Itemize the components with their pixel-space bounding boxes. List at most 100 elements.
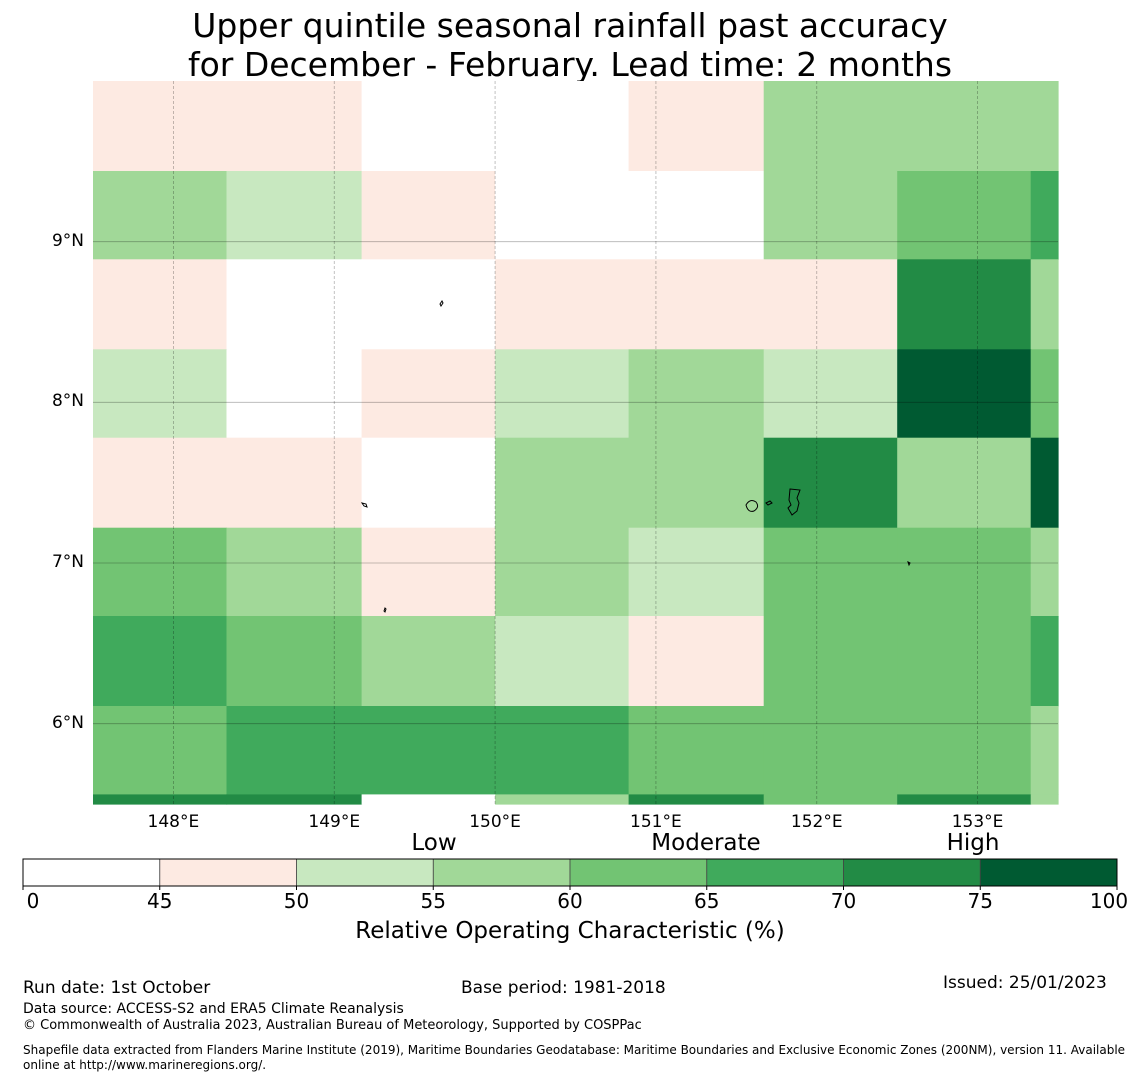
map-cell: [628, 259, 765, 350]
map-cell: [1030, 259, 1059, 350]
colorbar-tick-label: 50: [283, 889, 310, 913]
map-cell: [226, 616, 363, 707]
map-cell: [495, 81, 630, 172]
map-cell: [361, 706, 496, 795]
island-outline: [439, 300, 444, 307]
map-cell: [763, 437, 898, 529]
colorbar-tick-label: 70: [830, 889, 857, 913]
shapefile-credit-line1: Shapefile data extracted from Flanders M…: [23, 1043, 1126, 1057]
map-cell: [226, 706, 363, 795]
map-cell: [1030, 437, 1059, 529]
map-cell: [93, 349, 228, 439]
map-cell: [361, 527, 496, 617]
issued-date: Issued: 25/01/2023: [943, 973, 1107, 993]
map-cell: [763, 349, 898, 439]
map-cell: [93, 794, 228, 805]
map-cell: [628, 171, 765, 260]
map-cell: [93, 259, 228, 350]
island-outline: [383, 607, 387, 613]
map-cell: [361, 171, 496, 260]
map-cell: [763, 527, 898, 617]
map-cell: [897, 616, 1032, 707]
run-date: Run date: 1st October: [23, 978, 211, 998]
chart-title-line1: Upper quintile seasonal rainfall past ac…: [192, 6, 948, 45]
map-cell: [897, 259, 1032, 350]
map-cell: [361, 794, 496, 805]
map-cell: [628, 437, 765, 529]
map-cell: [226, 81, 363, 172]
map-cell: [1030, 616, 1059, 707]
lat-tick-label: 7°N: [51, 552, 84, 572]
map-cell: [1030, 171, 1059, 260]
map-cell: [897, 437, 1032, 529]
category-low-label: Low: [411, 830, 457, 856]
map-cell: [495, 616, 630, 707]
colorbar-segment: [569, 858, 708, 887]
map-cell: [361, 437, 496, 529]
map-cell: [93, 437, 228, 529]
colorbar-segment: [159, 858, 298, 887]
map-cell: [763, 171, 898, 260]
map-cell: [763, 706, 898, 795]
map-cell: [628, 706, 765, 795]
map-cell: [495, 171, 630, 260]
map-cell: [361, 259, 496, 350]
colorbar-tick-label: 60: [557, 889, 583, 913]
colorbar-tick-label: 45: [147, 889, 173, 913]
map-cell: [495, 794, 630, 805]
map-cell: [628, 616, 765, 707]
lon-tick-label: 149°E: [308, 812, 361, 832]
map-cell: [361, 616, 496, 707]
colorbar-segment: [706, 858, 844, 887]
colorbar-segment: [979, 858, 1118, 887]
map-cell: [93, 616, 228, 707]
data-source: Data source: ACCESS-S2 and ERA5 Climate …: [23, 1001, 404, 1017]
map-cell: [226, 349, 363, 439]
map-cell: [628, 794, 765, 805]
island-outline: [907, 561, 911, 567]
category-moderate-label: Moderate: [651, 830, 761, 856]
map-cell: [495, 437, 630, 529]
map-cell: [361, 349, 496, 439]
map-cell: [495, 349, 630, 439]
map-cell: [763, 794, 898, 805]
lat-tick-label: 6°N: [51, 712, 84, 733]
map-cell: [763, 259, 898, 350]
colorbar-tick-label: 65: [694, 889, 720, 913]
island-outline: [745, 500, 759, 512]
map-cell: [361, 81, 496, 172]
island-outline: [360, 502, 368, 508]
map-cell: [495, 706, 630, 795]
map-cell: [226, 259, 363, 350]
colorbar-segment: [22, 858, 161, 887]
colorbar-segment: [843, 858, 981, 887]
map-cell: [495, 527, 630, 617]
island-outline: [765, 500, 773, 506]
colorbar-tick-label: 100: [1089, 889, 1129, 913]
map-cell: [1030, 794, 1059, 805]
lat-tick-label: 8°N: [51, 391, 84, 412]
category-high-label: High: [946, 830, 1000, 856]
map-cell: [226, 794, 363, 805]
map-cell: [628, 349, 765, 439]
lon-tick-label: 153°E: [951, 812, 1004, 832]
map-cell: [1030, 349, 1059, 439]
map-cell: [93, 706, 228, 795]
map-cell: [897, 349, 1032, 439]
colorbar-segment: [296, 858, 434, 887]
map-cell: [763, 616, 898, 707]
colorbar-label: Relative Operating Characteristic (%): [355, 918, 785, 944]
map-cell: [763, 81, 898, 172]
map-cell: [93, 81, 228, 172]
map-cell: [897, 527, 1032, 617]
map-cell: [897, 794, 1032, 805]
map-cell: [226, 437, 363, 529]
copyright: © Commonwealth of Australia 2023, Austra…: [23, 1018, 642, 1033]
map-cell: [897, 706, 1032, 795]
lat-tick-label: 9°N: [51, 230, 84, 251]
chart-title-line2: for December - February. Lead time: 2 mo…: [187, 45, 953, 84]
map-cell: [628, 527, 765, 617]
lon-tick-label: 150°E: [469, 812, 521, 832]
